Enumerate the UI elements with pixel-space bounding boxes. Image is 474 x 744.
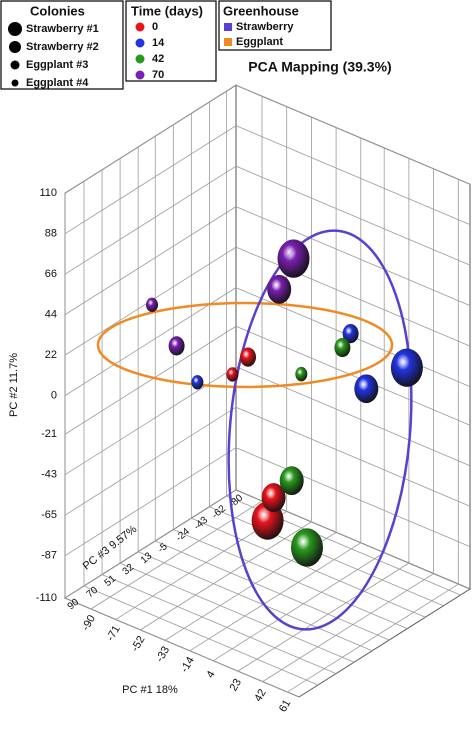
- grid-line: [235, 206, 471, 307]
- legend-marker: [135, 38, 145, 48]
- point: [191, 375, 204, 390]
- grid-line: [262, 573, 434, 682]
- y-tick-label: 44: [45, 309, 57, 321]
- point: [342, 324, 359, 344]
- grid-line: [140, 521, 312, 631]
- legend-marker: [224, 23, 232, 31]
- grid-line: [235, 406, 471, 507]
- point: [295, 366, 308, 382]
- grid-line: [209, 506, 444, 607]
- legend-label: 70: [152, 69, 164, 81]
- grid-line: [235, 125, 471, 226]
- grid-line: [64, 597, 300, 698]
- point: [146, 297, 158, 313]
- point: [277, 239, 310, 278]
- legend-label: 0: [152, 21, 158, 33]
- legend-label: Eggplant #4: [26, 77, 89, 89]
- grid-line: [287, 583, 459, 693]
- grid-line: [173, 529, 408, 629]
- y-tick-label: -43: [41, 469, 57, 481]
- legend-marker: [135, 22, 145, 32]
- legend-marker: [224, 38, 232, 46]
- x-tick-label: 4: [204, 669, 217, 680]
- x-tick-label: 42: [252, 687, 269, 704]
- legend-title: Greenhouse: [223, 3, 299, 18]
- y-tick-label: -110: [36, 592, 57, 604]
- grid-line: [137, 551, 373, 652]
- grid-line: [64, 447, 237, 557]
- y-axis-label: PC #2 11.7%: [8, 353, 20, 417]
- legend-marker: [135, 54, 145, 64]
- y-tick-label: -87: [41, 550, 57, 562]
- grid-line: [212, 552, 385, 662]
- grid-line: [83, 585, 319, 686]
- grid-line: [235, 325, 471, 426]
- point: [267, 274, 292, 304]
- point: [226, 367, 239, 382]
- point: [168, 336, 185, 356]
- grid-line: [189, 542, 362, 652]
- x-axis-label: PC #1 18%: [122, 684, 178, 696]
- y-tick-label: 110: [39, 187, 57, 199]
- legend-label: Strawberry: [236, 21, 294, 33]
- x-tick-label: 23: [228, 677, 245, 694]
- y-tick-label: -65: [41, 509, 57, 521]
- greenhouse-ring: [96, 301, 394, 389]
- point: [390, 348, 423, 387]
- legend-marker: [11, 79, 19, 87]
- grid-line: [64, 125, 237, 235]
- y-tick-label: -21: [41, 428, 57, 440]
- point: [240, 347, 256, 367]
- point: [291, 528, 323, 567]
- grid-line: [64, 489, 237, 599]
- legend-label: Eggplant #3: [26, 59, 88, 71]
- y-tick-label: 0: [51, 390, 57, 402]
- greenhouse-ring: [227, 229, 413, 631]
- legend-marker: [8, 22, 22, 36]
- legend-label: Strawberry #2: [26, 41, 99, 53]
- grid-line: [64, 206, 237, 315]
- chart-title: PCA Mapping (39.3%): [248, 59, 391, 75]
- point: [261, 483, 286, 512]
- legend-label: 14: [152, 37, 165, 49]
- legend-label: Strawberry #1: [26, 23, 99, 35]
- legend-label: 42: [152, 53, 164, 65]
- y-tick-label: 22: [45, 349, 57, 361]
- legend-marker: [10, 60, 20, 70]
- grid-line: [64, 325, 237, 435]
- grid-line: [64, 84, 237, 194]
- point: [279, 466, 304, 496]
- grid-line: [155, 540, 390, 641]
- legend-marker: [135, 70, 145, 80]
- legend-box: [218, 0, 332, 51]
- grid-line: [235, 246, 471, 347]
- grid-line: [235, 165, 471, 266]
- grid-line: [101, 574, 337, 674]
- point: [334, 337, 351, 358]
- grid-line: [237, 562, 410, 672]
- grid-line: [235, 447, 471, 548]
- grid-line: [235, 84, 471, 185]
- legend-title: Time (days): [131, 3, 203, 18]
- x-tick-label: 61: [277, 698, 294, 715]
- y-tick-label: 66: [45, 268, 57, 280]
- grid-line: [64, 287, 237, 396]
- grid-line: [235, 366, 471, 467]
- legend-title: Colonies: [30, 3, 85, 18]
- legend-box: [0, 0, 124, 90]
- point: [354, 374, 379, 404]
- legend-marker: [9, 41, 21, 53]
- y-tick-label: 88: [45, 228, 57, 240]
- grid-line: [64, 165, 237, 275]
- grid-line: [191, 517, 426, 618]
- grid-line: [64, 406, 237, 516]
- legend-label: Eggplant: [236, 36, 283, 48]
- grid-line: [119, 562, 355, 663]
